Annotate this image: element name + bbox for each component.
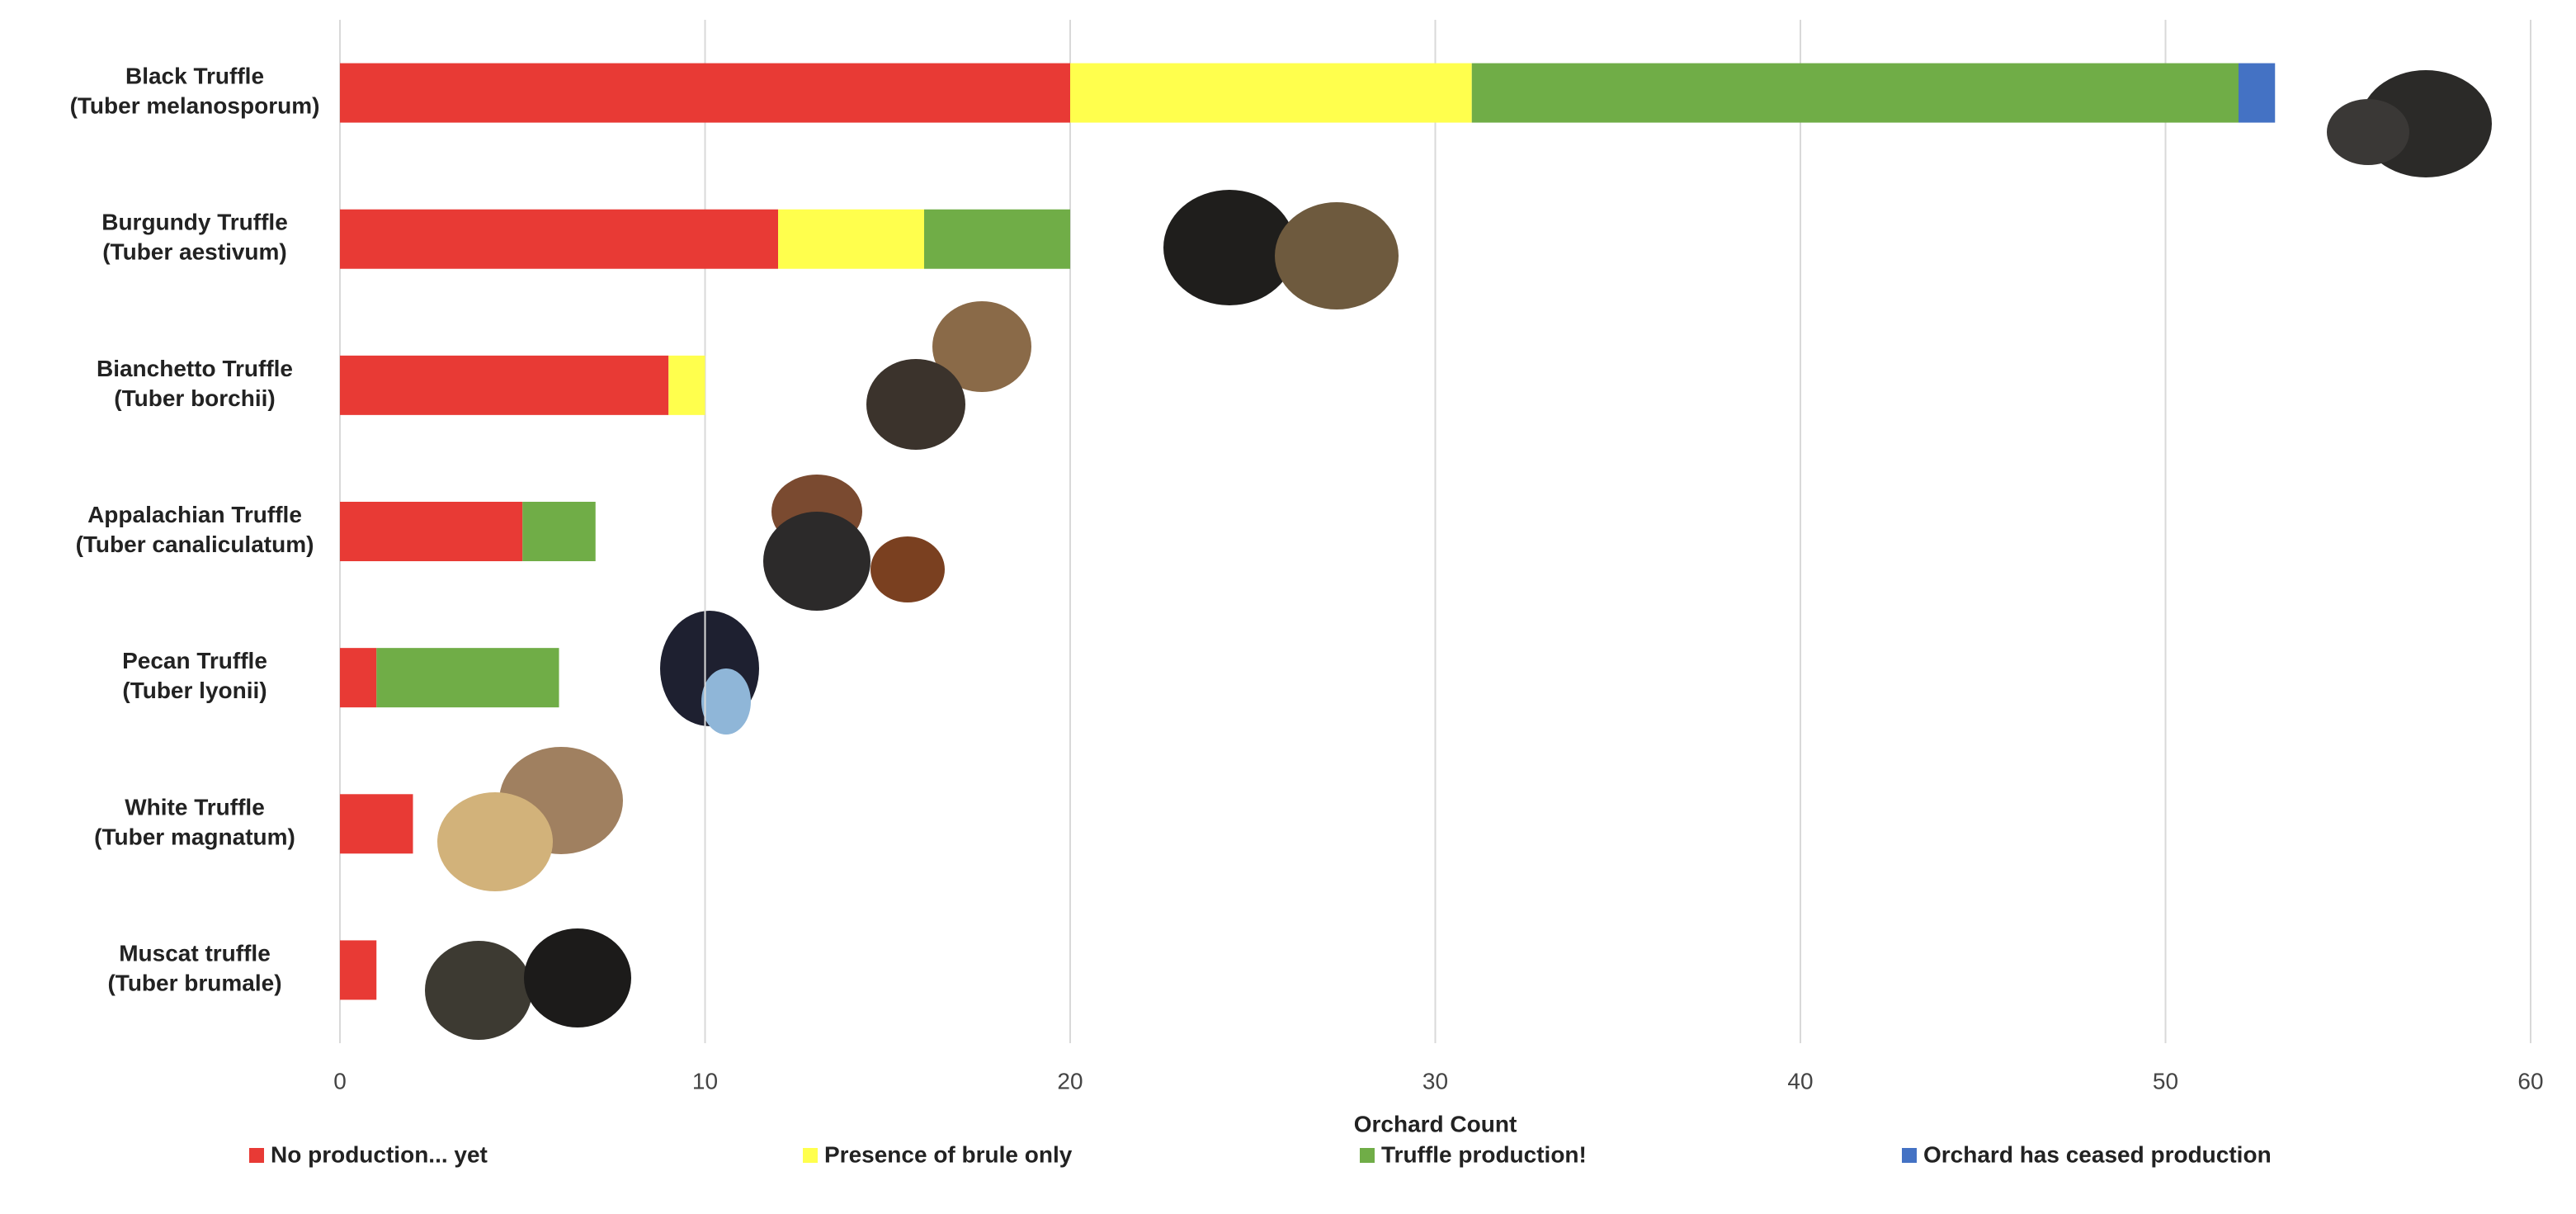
x-tick-label: 20: [1057, 1068, 1083, 1094]
y-tick-label: Appalachian Truffle (Tuber canaliculatum): [76, 502, 314, 557]
x-tick-label: 0: [333, 1068, 347, 1094]
x-tick-label: 50: [2153, 1068, 2178, 1094]
y-tick-label: Pecan Truffle (Tuber lyonii): [122, 649, 267, 704]
bar-segment: [340, 940, 377, 1000]
legend-swatch: [803, 1148, 818, 1163]
y-tick-label: Bianchetto Truffle (Tuber borchii): [97, 356, 293, 411]
bar-segment: [340, 355, 669, 415]
bar-segment: [340, 209, 778, 269]
legend-swatch: [249, 1148, 264, 1163]
x-tick-label: 60: [2517, 1068, 2543, 1094]
legend-swatch: [1360, 1148, 1375, 1163]
bar-segment: [340, 63, 1070, 123]
y-tick-label: Muscat truffle (Tuber brumale): [107, 941, 281, 996]
bar-segment: [924, 209, 1070, 269]
bar-segment: [1471, 63, 2239, 123]
x-tick-label: 10: [692, 1068, 718, 1094]
legend-label: No production... yet: [271, 1141, 488, 1167]
legend-label: Truffle production!: [1381, 1141, 1587, 1167]
y-tick-label: Burgundy Truffle (Tuber aestivum): [101, 210, 288, 265]
x-axis-label: Orchard Count: [1354, 1111, 1517, 1136]
legend-label: Presence of brule only: [824, 1141, 1073, 1167]
bar-segment: [778, 209, 924, 269]
legend-swatch: [1902, 1148, 1917, 1163]
bar-segment: [1070, 63, 1472, 123]
bar-segment: [668, 355, 705, 415]
bar-segment: [522, 502, 596, 561]
x-tick-label: 30: [1422, 1068, 1448, 1094]
legend-label: Orchard has ceased production: [1923, 1141, 2272, 1167]
x-tick-label: 40: [1787, 1068, 1813, 1094]
bar-segment: [340, 502, 523, 561]
bar-segment: [340, 794, 413, 854]
bar-segment: [2239, 63, 2276, 123]
y-tick-label: White Truffle (Tuber magnatum): [94, 795, 295, 850]
bar-segment: [340, 648, 377, 708]
bar-segment: [376, 648, 559, 708]
y-tick-label: Black Truffle (Tuber melanosporum): [70, 64, 320, 119]
decoration: [425, 70, 2492, 1040]
